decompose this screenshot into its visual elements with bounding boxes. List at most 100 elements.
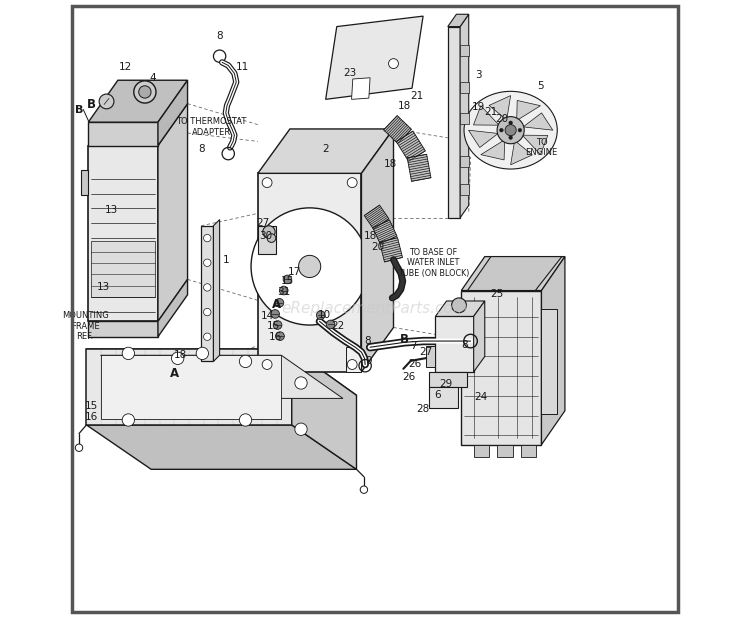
Text: 18: 18 <box>384 159 397 169</box>
Circle shape <box>275 298 284 307</box>
Polygon shape <box>474 445 489 457</box>
Circle shape <box>139 86 151 98</box>
Text: A: A <box>170 367 179 380</box>
Polygon shape <box>88 80 188 122</box>
Circle shape <box>239 414 252 426</box>
Polygon shape <box>489 96 511 122</box>
Circle shape <box>295 423 307 436</box>
Circle shape <box>505 125 516 136</box>
Polygon shape <box>473 106 501 127</box>
Text: 15: 15 <box>280 276 294 286</box>
Text: 7: 7 <box>410 341 416 351</box>
Polygon shape <box>426 346 436 367</box>
Polygon shape <box>158 279 188 337</box>
Circle shape <box>500 129 503 132</box>
Circle shape <box>203 259 211 266</box>
Polygon shape <box>469 130 500 148</box>
Polygon shape <box>436 301 484 316</box>
Circle shape <box>172 352 184 365</box>
Polygon shape <box>461 290 542 445</box>
Text: 6: 6 <box>434 391 441 400</box>
Polygon shape <box>542 256 565 445</box>
Circle shape <box>239 355 252 368</box>
Circle shape <box>452 298 466 313</box>
Text: 18: 18 <box>174 350 188 360</box>
Polygon shape <box>364 205 388 229</box>
Polygon shape <box>460 113 470 124</box>
Polygon shape <box>461 256 565 290</box>
Circle shape <box>122 414 134 426</box>
Polygon shape <box>407 154 431 181</box>
Text: 13: 13 <box>97 282 110 292</box>
Polygon shape <box>88 122 158 146</box>
Polygon shape <box>373 220 397 244</box>
Circle shape <box>75 444 82 451</box>
Text: 15: 15 <box>85 402 98 412</box>
Text: 1: 1 <box>223 255 229 265</box>
Circle shape <box>203 333 211 341</box>
Circle shape <box>295 377 307 389</box>
Circle shape <box>347 177 357 187</box>
Circle shape <box>203 234 211 242</box>
Polygon shape <box>100 355 281 419</box>
Polygon shape <box>158 104 188 321</box>
Ellipse shape <box>464 91 557 169</box>
Polygon shape <box>380 238 403 262</box>
Polygon shape <box>448 14 469 27</box>
Text: 22: 22 <box>332 321 345 331</box>
Text: 31: 31 <box>277 287 290 297</box>
Circle shape <box>251 208 368 325</box>
Polygon shape <box>396 131 425 161</box>
Text: 27: 27 <box>256 218 269 227</box>
Circle shape <box>203 284 211 291</box>
Polygon shape <box>520 133 548 154</box>
Polygon shape <box>460 14 469 218</box>
Text: A: A <box>272 298 281 311</box>
Text: 8: 8 <box>364 336 371 346</box>
Polygon shape <box>467 256 562 290</box>
Circle shape <box>518 129 522 132</box>
Polygon shape <box>460 82 470 93</box>
Text: MOUNTING
FRAME
REF.: MOUNTING FRAME REF. <box>62 311 109 341</box>
Polygon shape <box>362 129 394 372</box>
Circle shape <box>316 311 325 320</box>
Polygon shape <box>258 173 362 372</box>
Text: 16: 16 <box>268 332 282 342</box>
Polygon shape <box>429 372 467 387</box>
Text: 8: 8 <box>216 32 223 41</box>
Text: B: B <box>75 104 83 114</box>
Circle shape <box>262 360 272 370</box>
Circle shape <box>280 286 288 295</box>
Text: 15: 15 <box>267 321 280 331</box>
Circle shape <box>196 347 208 360</box>
Circle shape <box>360 486 368 493</box>
Text: 8: 8 <box>461 340 468 350</box>
Text: 17: 17 <box>288 267 302 277</box>
Text: 3: 3 <box>476 70 482 80</box>
Polygon shape <box>346 347 362 372</box>
Text: 27: 27 <box>419 347 432 357</box>
Text: B: B <box>400 333 409 346</box>
Polygon shape <box>448 27 460 218</box>
Circle shape <box>509 136 512 140</box>
Polygon shape <box>515 101 541 122</box>
Circle shape <box>262 177 272 187</box>
Text: TO BASE OF
WATER INLET
TUBE (ON BLOCK): TO BASE OF WATER INLET TUBE (ON BLOCK) <box>398 248 470 277</box>
Circle shape <box>497 117 524 144</box>
Text: 5: 5 <box>537 81 544 91</box>
Text: 26: 26 <box>402 372 416 382</box>
Polygon shape <box>460 156 470 167</box>
Circle shape <box>298 255 321 277</box>
Circle shape <box>388 59 398 69</box>
Text: 9: 9 <box>365 357 372 366</box>
Circle shape <box>273 321 282 329</box>
Polygon shape <box>86 349 292 425</box>
Polygon shape <box>86 425 356 469</box>
Polygon shape <box>436 316 474 372</box>
Text: 29: 29 <box>440 379 452 389</box>
Polygon shape <box>258 129 394 173</box>
Text: TO THERMOSTAT
ADAPTER: TO THERMOSTAT ADAPTER <box>176 117 247 137</box>
Polygon shape <box>497 445 512 457</box>
Text: eReplacementParts.com: eReplacementParts.com <box>282 302 468 316</box>
Text: 16: 16 <box>85 412 98 422</box>
